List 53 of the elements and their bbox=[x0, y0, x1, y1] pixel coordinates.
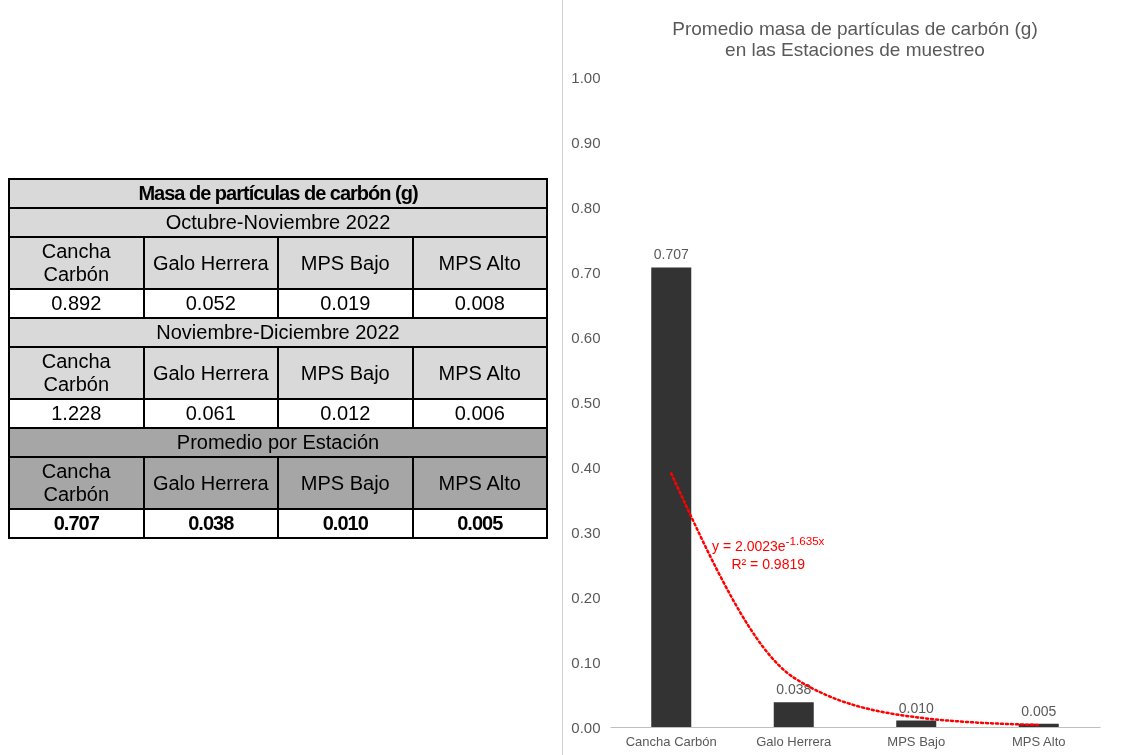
text: 0.012 bbox=[278, 399, 413, 428]
text: 0.052 bbox=[143, 289, 278, 318]
text: 0.892 bbox=[9, 289, 144, 318]
y-tick-label: 1.00 bbox=[571, 68, 601, 86]
y-tick-label: 0.60 bbox=[571, 328, 601, 346]
annotation: R² = 0.9819 bbox=[731, 555, 805, 572]
text: 0.010 bbox=[278, 509, 413, 538]
chart-title: Promedio masa de partículas de carbón (g) en las Estaciones de muestreo bbox=[672, 18, 1038, 60]
text: 0.006 bbox=[412, 399, 547, 428]
x-tick-label: MPS Bajo bbox=[887, 733, 946, 749]
text: 0.019 bbox=[278, 289, 413, 318]
text: 0.038 bbox=[143, 509, 278, 538]
text: Galo Herrera bbox=[143, 347, 278, 399]
text: Noviembre-Diciembre 2022 bbox=[9, 318, 547, 347]
bar bbox=[651, 267, 692, 727]
y-tick-label: 0.40 bbox=[571, 458, 601, 476]
annotation: y = 2.0023e$^{-1.635x}$ bbox=[712, 534, 825, 554]
text: Masa de partículas de carbón (g) bbox=[9, 179, 547, 208]
text: MPS Bajo bbox=[278, 457, 413, 509]
y-tick-label: 0.20 bbox=[571, 588, 601, 606]
text: 0.061 bbox=[143, 399, 278, 428]
text: Octubre-Noviembre 2022 bbox=[9, 208, 547, 237]
y-tick-label: 0.70 bbox=[571, 263, 601, 281]
text: MPS Bajo bbox=[278, 237, 413, 289]
y-tick-label: 0.30 bbox=[571, 523, 601, 541]
data-label: 0.707 bbox=[653, 246, 689, 263]
data-label: 0.005 bbox=[1021, 702, 1057, 719]
x-tick-label: Galo Herrera bbox=[756, 733, 833, 749]
text: Cancha Carbón bbox=[9, 237, 144, 289]
y-tick-label: 0.10 bbox=[571, 653, 601, 671]
text: MPS Alto bbox=[412, 347, 547, 399]
bar bbox=[773, 702, 814, 727]
text: Cancha Carbón bbox=[9, 457, 144, 509]
bar bbox=[896, 720, 937, 727]
y-tick-label: 0.90 bbox=[571, 133, 601, 151]
y-tick-label: 0.00 bbox=[571, 718, 601, 736]
x-tick-label: Cancha Carbón bbox=[625, 733, 717, 749]
text: MPS Alto bbox=[412, 457, 547, 509]
y-tick-label: 0.50 bbox=[571, 393, 601, 411]
text: MPS Alto bbox=[412, 237, 547, 289]
x-tick-label: MPS Alto bbox=[1012, 733, 1066, 749]
text: Galo Herrera bbox=[143, 457, 278, 509]
text: 0.707 bbox=[9, 509, 144, 538]
text: 0.008 bbox=[412, 289, 547, 318]
text: 0.005 bbox=[412, 509, 547, 538]
data-label: 0.010 bbox=[898, 699, 934, 716]
text: Promedio por Estación bbox=[9, 428, 547, 457]
text: Galo Herrera bbox=[143, 237, 278, 289]
data-label: 0.038 bbox=[776, 681, 812, 698]
y-tick-label: 0.80 bbox=[571, 198, 601, 216]
text: MPS Bajo bbox=[278, 347, 413, 399]
text: 1.228 bbox=[9, 399, 144, 428]
text: Cancha Carbón bbox=[9, 347, 144, 399]
